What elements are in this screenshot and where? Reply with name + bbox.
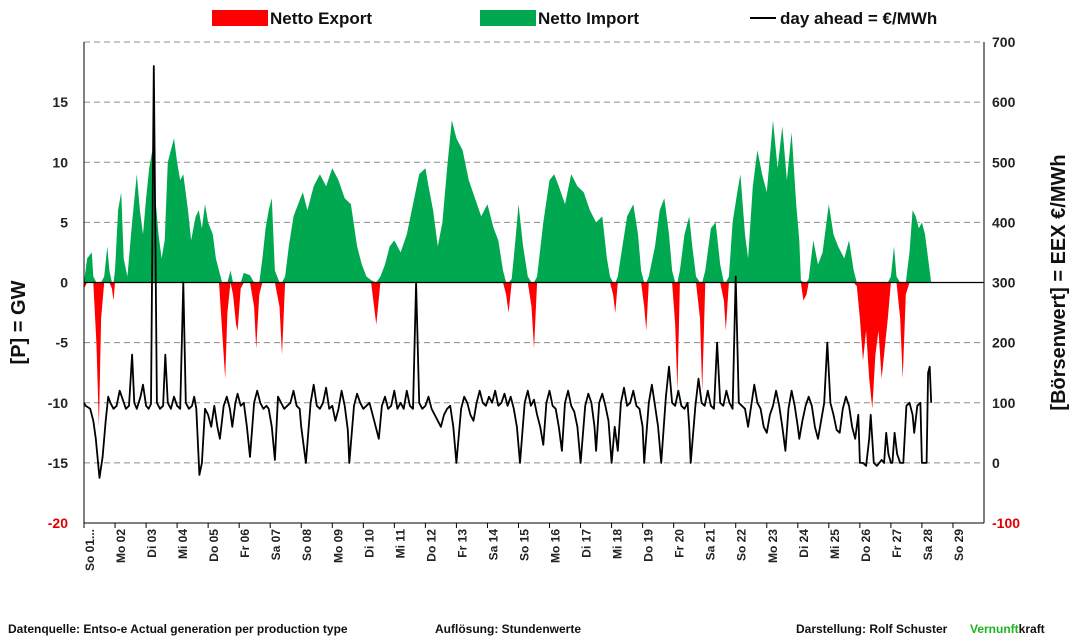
legend: Netto Export Netto Import day ahead = €/MW…: [212, 9, 937, 28]
x-tick-label: Sa 28: [921, 529, 935, 561]
x-tick-label: Sa 21: [704, 529, 718, 561]
x-tick-label: Di 17: [580, 529, 594, 558]
legend-swatch-import: [480, 10, 536, 26]
y-right-tick-label: -100: [992, 515, 1020, 531]
x-tick-label: Fr 06: [238, 529, 252, 558]
y-left-tick-label: -15: [48, 455, 68, 471]
y-right-tick-label: 0: [992, 455, 1000, 471]
y-right-axis-title: [Börsenwert] = EEX €/MWh: [1048, 154, 1070, 410]
x-tick-label: Mo 23: [766, 529, 780, 563]
x-tick-label: Mi 04: [176, 529, 190, 559]
y-left-axis-title: [P] = GW: [8, 280, 30, 364]
y-right-tick-label: 400: [992, 214, 1016, 230]
footer-source: Datenquelle: Entso-e Actual generation p…: [8, 622, 348, 636]
netto-areas: [84, 120, 984, 427]
x-tick-label: Do 19: [642, 529, 656, 562]
footer-resolution: Auflösung: Stundenwerte: [435, 622, 581, 636]
x-tick-label: Do 26: [859, 529, 873, 562]
y-right-tick-label: 500: [992, 154, 1016, 170]
y-right-tick-label: 600: [992, 94, 1016, 110]
netto-import-area: [84, 120, 932, 283]
y-right-tick-label: 100: [992, 395, 1016, 411]
brand-vernunft: Vernunft: [970, 622, 1019, 636]
x-tick-label: Mi 11: [393, 529, 407, 559]
footer-credit: Darstellung: Rolf Schuster: [796, 622, 948, 636]
x-tick-label: Di 24: [797, 529, 811, 558]
y-left-tick-label: -20: [48, 515, 68, 531]
y-right-tick-label: 700: [992, 34, 1016, 50]
x-tick-label: Fr 13: [455, 529, 469, 558]
day-ahead-price-line: [83, 65, 933, 479]
x-tick-label: Fr 20: [673, 529, 687, 558]
legend-label-export: Netto Export: [270, 9, 372, 28]
x-tick-label: Mi 25: [828, 529, 842, 559]
y-left-tick-label: 10: [52, 154, 68, 170]
y-left-tick-label: -5: [56, 335, 69, 351]
brand-kraft: kraft: [1018, 622, 1045, 636]
x-tick-label: So 08: [300, 529, 314, 561]
x-tick-label: Di 10: [362, 529, 376, 558]
x-tick-label: Mo 16: [549, 529, 563, 563]
x-tick-label: Fr 27: [890, 529, 904, 558]
y-left-tick-label: 0: [60, 275, 68, 291]
x-tick-label: So 15: [517, 529, 531, 561]
y-right-tick-label: 300: [992, 275, 1016, 291]
x-tick-label: Sa 14: [486, 529, 500, 561]
x-tick-label: Mi 18: [611, 529, 625, 559]
legend-label-import: Netto Import: [538, 9, 639, 28]
axes: -20 -15 -10 -5 0 5 10 15 -100 0 100 200 300 400 500 600…: [8, 34, 1070, 571]
x-tick-label: So 22: [735, 529, 749, 561]
x-tick-label: Di 03: [145, 529, 159, 558]
x-tick-label: Mo 02: [114, 529, 128, 563]
x-tick-label: So 29: [952, 529, 966, 561]
x-tick-label: Do 12: [424, 529, 438, 562]
x-tick-label: Mo 09: [331, 529, 345, 563]
y-left-tick-label: 15: [52, 94, 68, 110]
x-tick-label: Do 05: [207, 529, 221, 562]
footer-brand: Vernunftkraft: [970, 622, 1045, 636]
y-left-tick-label: 5: [60, 214, 68, 230]
y-right-tick-label: 200: [992, 335, 1016, 351]
legend-swatch-export: [212, 10, 268, 26]
x-tick-label: So 01...: [83, 529, 97, 571]
x-tick-label: Sa 07: [269, 529, 283, 561]
legend-label-price: day ahead = €/MWh: [780, 9, 937, 28]
y-left-tick-label: -10: [48, 395, 68, 411]
day-ahead-line: [83, 65, 933, 479]
